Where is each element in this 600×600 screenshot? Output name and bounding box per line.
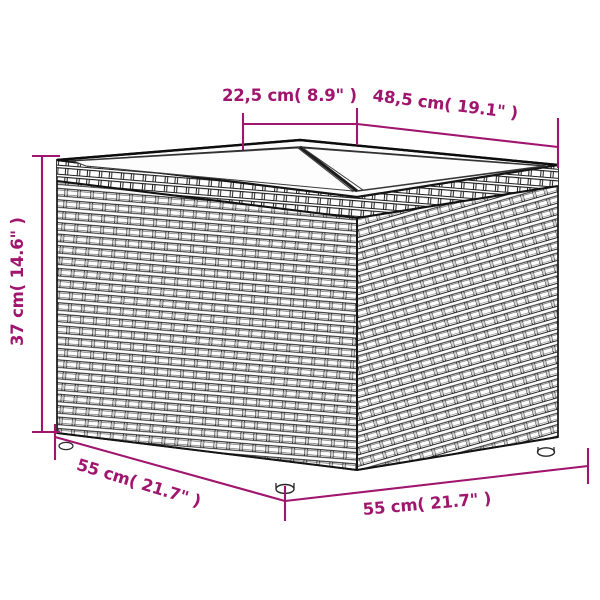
side-panel-weave: [357, 165, 558, 470]
dimension-label-height: 37 cm( 14.6" ): [8, 217, 27, 346]
foot-right-legs: [537, 447, 555, 452]
dimline-top-right: [356, 122, 559, 149]
glass-tabletop: [56, 138, 559, 199]
tabletop-divider-rail: [299, 145, 358, 193]
dimension-annotations: [32, 108, 590, 521]
glass-pane-left: [72, 147, 355, 192]
glass-pane-right: [301, 147, 544, 191]
foot-left: [58, 441, 74, 451]
tabletop-rear-edge: [56, 138, 559, 167]
foot-right: [536, 447, 556, 457]
foot-front-legs: [275, 483, 295, 488]
base-bottom-edge: [56, 432, 559, 472]
dimline-width: [284, 464, 589, 503]
dimension-label-top-left: 22,5 cm( 8.9" ): [222, 86, 357, 105]
dimline-depth: [54, 435, 286, 503]
